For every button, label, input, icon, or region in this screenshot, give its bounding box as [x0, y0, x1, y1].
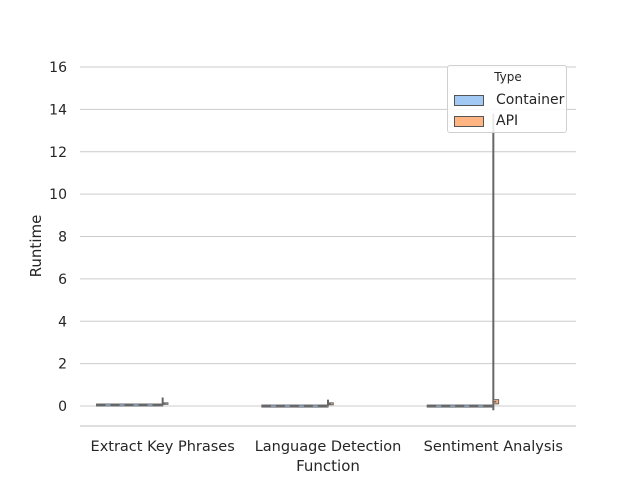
legend-title: Type: [494, 70, 522, 84]
legend-label-container: Container: [496, 92, 565, 108]
x-tick-label: Sentiment Analysis: [424, 439, 563, 455]
y-tick-labels: 0 2 4 6 8 10 12 14 16: [49, 60, 67, 415]
y-tick-label: 12: [49, 145, 67, 161]
y-tick-label: 6: [58, 272, 67, 288]
violin-container: [96, 403, 164, 407]
legend-item-api: API: [454, 112, 518, 130]
y-tick-label: 14: [49, 102, 67, 118]
y-axis-label: Runtime: [27, 215, 45, 278]
violin-api: [327, 399, 334, 406]
y-tick-label: 2: [58, 357, 67, 373]
x-tick-labels: Extract Key Phrases Language Detection Sen…: [91, 439, 563, 455]
legend: Type Container API: [447, 65, 567, 133]
y-tick-label: 4: [58, 314, 67, 330]
violin-container: [426, 404, 495, 408]
y-tick-label: 16: [49, 60, 67, 76]
grid-layer: [80, 66, 576, 407]
x-axis-label: Function: [296, 457, 360, 475]
violin-container: [261, 404, 329, 408]
x-tick-label: Extract Key Phrases: [91, 439, 235, 455]
y-tick-label: 8: [58, 230, 67, 246]
violin-api: [492, 113, 500, 411]
mark-layer: [96, 113, 500, 411]
x-tick-label: Language Detection: [255, 439, 402, 455]
legend-swatch-api: [454, 115, 484, 127]
y-tick-label: 0: [58, 399, 67, 415]
legend-label-api: API: [496, 113, 519, 129]
y-tick-label: 10: [49, 187, 67, 203]
violin-api: [161, 397, 169, 405]
legend-item-container: Container: [454, 91, 564, 109]
legend-swatch-container: [454, 94, 484, 106]
